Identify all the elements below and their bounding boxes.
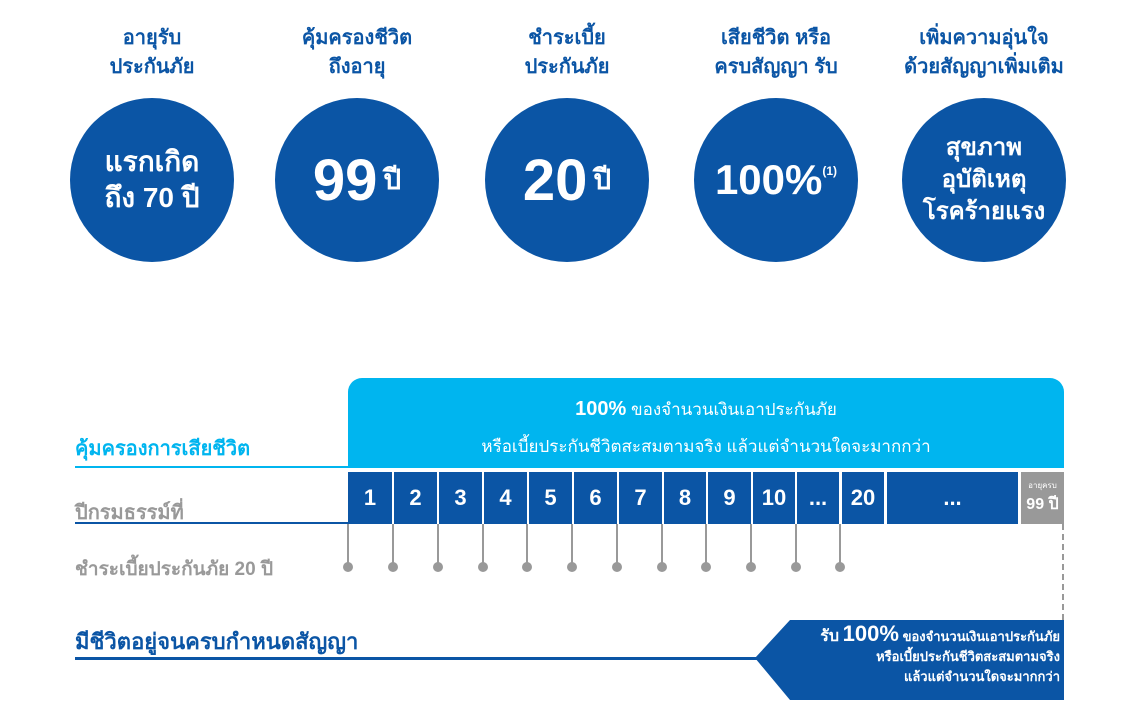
policy-year-cell: 20 [842,472,884,524]
feature-coverage: คุ้มครองชีวิต ถึงอายุ [257,24,457,82]
feature-riders: เพิ่มความอุ่นใจ ด้วยสัญญาเพิ่มเติม [884,24,1084,82]
maturity-line3: แล้วแต่จำนวนใดจะมากกว่า [903,669,1060,684]
feature-circle-benefit: 100% (1) [694,98,858,262]
premium-pin-line [839,524,841,564]
feature-premium: ชำระเบี้ย ประกันภัย [467,24,667,82]
footnote-mark: (1) [822,164,838,178]
feature-circle-coverage: 99 ปี [275,98,439,262]
end-age-cell: อายุครบ 99 ปี [1021,472,1064,524]
end-dashed-line [1062,524,1064,620]
feature-heading: คุ้มครองชีวิต ถึงอายุ [301,27,413,78]
premium-pin-line [482,524,484,564]
premium-dot [701,562,711,572]
policy-year-cell: 5 [529,472,572,524]
premium-dot [522,562,532,572]
premium-pin-line [661,524,663,564]
circle-unit: ปี [383,164,402,195]
premium-pin-line [750,524,752,564]
maturity-line2: หรือเบี้ยประกันชีวิตสะสมตามจริง [876,649,1060,664]
circle-value: 99 [312,147,378,213]
circle-value: 100% [714,156,823,203]
maturity-benefit-text: รับ 100% ของจำนวนเงินเอาประกันภัย หรือเบ… [770,621,1060,687]
premium-pin-line [347,524,349,564]
policy-year-cell: 4 [484,472,527,524]
maturity-prefix: รับ [820,628,840,645]
premium-dot [433,562,443,572]
end-age-top: อายุครบ [1028,481,1057,490]
feature-circle-entry-age: แรกเกิด ถึง 70 ปี [70,98,234,262]
death-benefit-line1: ของจำนวนเงินเอาประกันภัย [631,400,837,419]
feature-heading: เพิ่มความอุ่นใจ ด้วยสัญญาเพิ่มเติม [904,27,1064,78]
premium-dot [746,562,756,572]
premium-pin-line [571,524,573,564]
end-age-label: 99 ปี [1026,496,1059,513]
premium-pin-line [705,524,707,564]
maturity-arrow-shape [755,620,1064,700]
death-label-underline [75,466,348,468]
policy-year-cell: ... [887,472,1018,524]
policy-year-underline [75,522,348,524]
premium-pin-line [795,524,797,564]
policy-year-cell: 3 [439,472,482,524]
death-coverage-label: คุ้มครองการเสียชีวิต [75,438,251,460]
premium-pin-line [392,524,394,564]
policy-year-cell: 10 [753,472,795,524]
death-benefit-pct: 100% [575,398,627,420]
premium-dot [657,562,667,572]
policy-year-label: ปีกรมธรรม์ที่ [75,502,184,524]
policy-year-cell: 2 [394,472,437,524]
premium-dot [343,562,353,572]
premium-pin-line [616,524,618,564]
premium-dot [388,562,398,572]
premium-label: ชำระเบี้ยประกันภัย 20 ปี [75,559,274,580]
policy-year-cell: 9 [708,472,751,524]
feature-circle-riders: สุขภาพ อุบัติเหตุ โรคร้ายแรง [902,98,1066,262]
maturity-label: มีชีวิตอยู่จนครบกำหนดสัญญา [75,629,359,654]
circle-value: 20 [522,147,588,213]
policy-year-cell: 7 [619,472,662,524]
death-benefit-line2: หรือเบี้ยประกันชีวิตสะสมตามจริง แล้วแต่จ… [481,437,931,456]
feature-heading: อายุรับ ประกันภัย [109,27,195,78]
policy-year-cell: ... [797,472,839,524]
premium-dot [567,562,577,572]
policy-year-cell: 8 [664,472,706,524]
feature-benefit: เสียชีวิต หรือ ครบสัญญา รับ [676,24,876,82]
policy-year-cell: 6 [574,472,617,524]
death-benefit-box: 100% ของจำนวนเงินเอาประกันภัย หรือเบี้ยป… [348,378,1064,468]
premium-dot [835,562,845,572]
premium-dot [791,562,801,572]
maturity-line1: ของจำนวนเงินเอาประกันภัย [902,629,1060,644]
maturity-underline [75,657,765,660]
feature-circle-premium: 20 ปี [485,98,649,262]
premium-dot [612,562,622,572]
feature-heading: เสียชีวิต หรือ ครบสัญญา รับ [714,27,838,78]
premium-dot [478,562,488,572]
feature-entry-age: อายุรับ ประกันภัย [52,24,252,82]
premium-pin-line [437,524,439,564]
maturity-pct: 100% [842,621,899,646]
policy-year-cell: 1 [348,472,392,524]
circle-unit: ปี [593,164,612,195]
premium-pin-line [526,524,528,564]
feature-heading: ชำระเบี้ย ประกันภัย [524,27,610,78]
